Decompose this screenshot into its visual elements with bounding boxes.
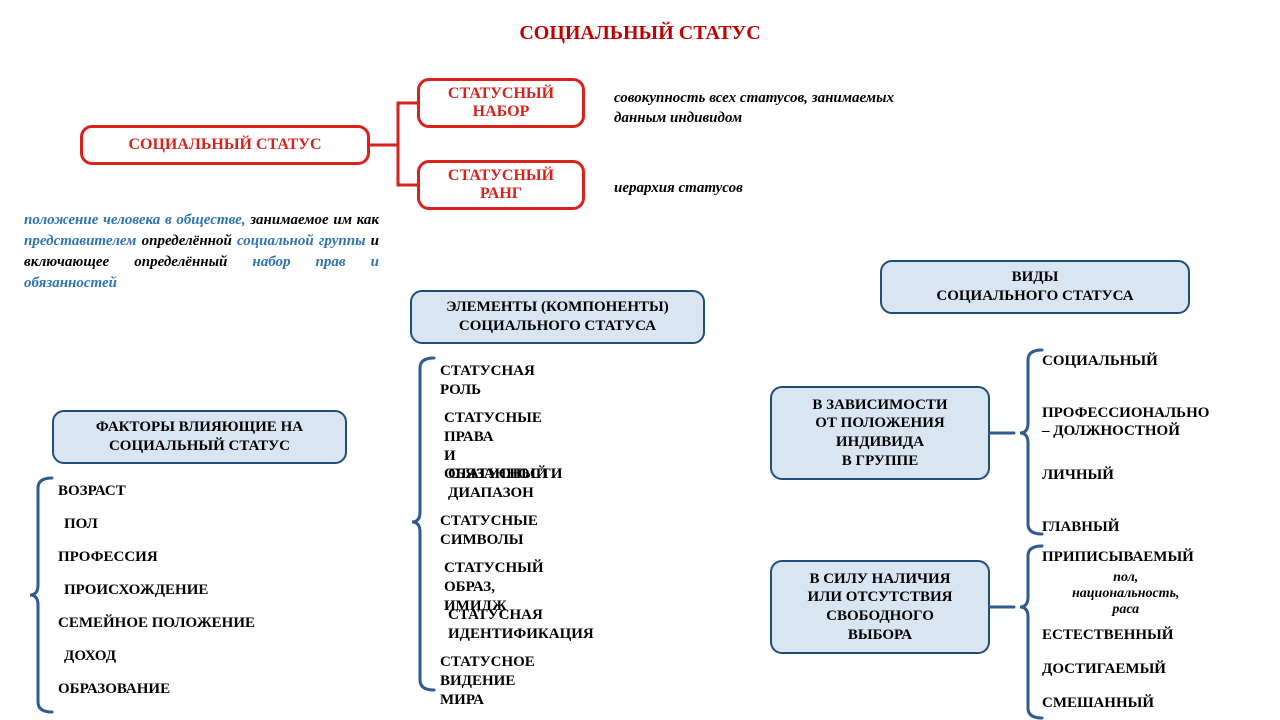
position-type-item: ГЛАВНЫЙ xyxy=(1042,518,1119,536)
box-by-choice: В СИЛУ НАЛИЧИЯ ИЛИ ОТСУТСТВИЯ СВОБОДНОГО… xyxy=(770,560,990,654)
def-rank: иерархия статусов xyxy=(614,178,864,198)
choice-type-note: пол, национальность, раса xyxy=(1072,570,1179,618)
element-item: СТАТУСНАЯ РОЛЬ xyxy=(440,362,535,400)
def-set: совокупность всех статусов, занимаемых д… xyxy=(614,88,894,129)
choice-type-item: ПРИПИСЫВАЕМЫЙ xyxy=(1042,548,1194,566)
box-status-rank: СТАТУСНЫЙ РАНГ xyxy=(417,160,585,210)
factor-item: ВОЗРАСТ xyxy=(58,480,126,503)
box-types: ВИДЫ СОЦИАЛЬНОГО СТАТУСА xyxy=(880,260,1190,314)
position-type-item: ЛИЧНЫЙ xyxy=(1042,466,1114,484)
position-type-item: СОЦИАЛЬНЫЙ xyxy=(1042,352,1158,370)
element-item: СТАТУСНАЯ ИДЕНТИФИКАЦИЯ xyxy=(448,606,594,644)
choice-type-item: ЕСТЕСТВЕННЫЙ xyxy=(1042,626,1173,644)
box-elements: ЭЛЕМЕНТЫ (КОМПОНЕНТЫ) СОЦИАЛЬНОГО СТАТУС… xyxy=(410,290,705,344)
element-item: СТАТУСНЫЙ ДИАПАЗОН xyxy=(448,465,548,503)
factor-item: ПОЛ xyxy=(64,513,98,536)
factor-item: ОБРАЗОВАНИЕ xyxy=(58,678,170,701)
box-status-set: СТАТУСНЫЙ НАБОР xyxy=(417,78,585,128)
def-main: положение человека в обществе, занимаемо… xyxy=(24,210,379,294)
choice-type-item: СМЕШАННЫЙ xyxy=(1042,694,1154,712)
factor-item: СЕМЕЙНОЕ ПОЛОЖЕНИЕ xyxy=(58,612,255,635)
element-item: СТАТУСНОЕ ВИДЕНИЕ МИРА xyxy=(440,653,535,709)
box-factors: ФАКТОРЫ ВЛИЯЮЩИЕ НА СОЦИАЛЬНЫЙ СТАТУС xyxy=(52,410,347,464)
factor-item: ПРОИСХОЖДЕНИЕ xyxy=(64,579,208,602)
factor-item: ДОХОД xyxy=(64,645,116,668)
element-item: СТАТУСНЫЕ СИМВОЛЫ xyxy=(440,512,538,550)
choice-type-item: ДОСТИГАЕМЫЙ xyxy=(1042,660,1166,678)
box-by-position: В ЗАВИСИМОСТИ ОТ ПОЛОЖЕНИЯ ИНДИВИДА В ГР… xyxy=(770,386,990,480)
factor-item: ПРОФЕССИЯ xyxy=(58,546,158,569)
main-title: СОЦИАЛЬНЫЙ СТАТУС xyxy=(470,22,810,45)
box-social-status: СОЦИАЛЬНЫЙ СТАТУС xyxy=(80,125,370,165)
position-type-item: ПРОФЕССИОНАЛЬНО – ДОЛЖНОСТНОЙ xyxy=(1042,404,1209,440)
